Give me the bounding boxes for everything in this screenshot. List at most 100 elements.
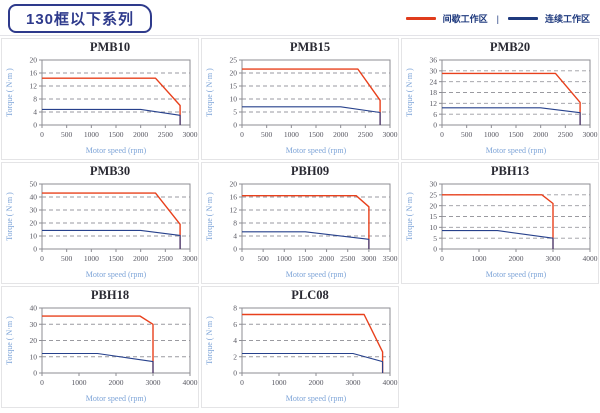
svg-text:30: 30 — [30, 320, 38, 329]
svg-text:40: 40 — [30, 193, 38, 202]
svg-text:Motor speed (rpm): Motor speed (rpm) — [286, 146, 347, 155]
svg-text:0: 0 — [233, 245, 237, 254]
svg-text:20: 20 — [30, 56, 38, 65]
svg-text:4: 4 — [233, 336, 237, 345]
svg-text:2: 2 — [233, 352, 237, 361]
chart-cell-pmb30: PMB30 0 10 20 30 40 50 0 500 1000 1500 2000 2500 300… — [1, 162, 199, 284]
svg-text:2000: 2000 — [509, 254, 524, 263]
svg-text:10: 10 — [430, 223, 438, 232]
svg-text:5: 5 — [433, 234, 437, 243]
svg-text:3000: 3000 — [183, 130, 198, 139]
svg-text:4: 4 — [233, 232, 237, 241]
svg-text:18: 18 — [430, 88, 438, 97]
svg-text:15: 15 — [230, 82, 238, 91]
svg-text:500: 500 — [258, 254, 270, 263]
svg-text:0: 0 — [233, 121, 237, 130]
svg-text:6: 6 — [233, 320, 237, 329]
legend-separator: | — [496, 13, 499, 24]
svg-text:0: 0 — [33, 369, 37, 378]
svg-text:Torque ( N·m ): Torque ( N·m ) — [205, 192, 214, 241]
svg-text:3000: 3000 — [383, 130, 398, 139]
torque-speed-chart-plc08: 0 2 4 6 8 0 1000 2000 3000 4000 Motor speed (rpm) T… — [202, 303, 398, 405]
svg-text:30: 30 — [430, 180, 438, 189]
svg-text:Torque ( N·m ): Torque ( N·m ) — [5, 316, 14, 365]
page-header: 130框以下系列 间歇工作区 | 连续工作区 — [0, 0, 600, 36]
svg-text:1000: 1000 — [84, 130, 99, 139]
legend: 间歇工作区 | 连续工作区 — [405, 12, 590, 25]
chart-cell-pbh09: PBH09 0 4 8 12 16 20 0 500 1000 1500 2000 2500 3000 3… — [201, 162, 399, 284]
svg-text:500: 500 — [461, 130, 473, 139]
svg-text:0: 0 — [433, 121, 437, 130]
svg-text:20: 20 — [230, 69, 238, 78]
torque-speed-chart-pmb10: 0 4 8 12 16 20 0 500 1000 1500 2000 2500 3000 Motor s… — [2, 55, 198, 157]
svg-text:3000: 3000 — [146, 378, 161, 387]
svg-text:0: 0 — [233, 369, 237, 378]
svg-text:6: 6 — [433, 110, 437, 119]
torque-speed-chart-pbh09: 0 4 8 12 16 20 0 500 1000 1500 2000 2500 3000 3500 Mot… — [202, 179, 398, 281]
svg-text:Torque ( N·m ): Torque ( N·m ) — [5, 192, 14, 241]
svg-text:4000: 4000 — [183, 378, 198, 387]
chart-cell-pbh13: PBH13 0 5 10 15 20 25 30 0 1000 2000 3000 4000 Motor… — [401, 162, 599, 284]
chart-title: PMB15 — [289, 40, 331, 54]
svg-text:0: 0 — [33, 121, 37, 130]
legend-swatch-intermittent — [405, 17, 436, 20]
svg-text:0: 0 — [33, 245, 37, 254]
svg-text:50: 50 — [30, 180, 38, 189]
svg-text:24: 24 — [430, 77, 438, 86]
svg-text:Motor speed (rpm): Motor speed (rpm) — [486, 146, 547, 155]
legend-swatch-continuous — [507, 17, 538, 20]
svg-text:0: 0 — [240, 378, 244, 387]
svg-text:15: 15 — [430, 212, 438, 221]
svg-text:16: 16 — [30, 69, 38, 78]
svg-text:10: 10 — [30, 352, 38, 361]
svg-text:1000: 1000 — [484, 130, 499, 139]
svg-text:500: 500 — [61, 254, 73, 263]
svg-text:2000: 2000 — [533, 130, 548, 139]
svg-text:2000: 2000 — [309, 378, 324, 387]
svg-text:2500: 2500 — [158, 130, 173, 139]
svg-text:5: 5 — [233, 108, 237, 117]
svg-text:Torque ( N·m ): Torque ( N·m ) — [205, 68, 214, 117]
svg-text:1500: 1500 — [309, 130, 324, 139]
svg-text:20: 20 — [30, 219, 38, 228]
svg-text:Motor speed (rpm): Motor speed (rpm) — [486, 270, 547, 279]
svg-text:2500: 2500 — [158, 254, 173, 263]
chart-title: PMB10 — [89, 40, 131, 54]
svg-text:0: 0 — [240, 254, 244, 263]
svg-text:20: 20 — [230, 180, 238, 189]
svg-text:Torque ( N·m ): Torque ( N·m ) — [405, 192, 414, 241]
svg-text:3000: 3000 — [346, 378, 361, 387]
svg-text:10: 10 — [230, 95, 238, 104]
svg-text:1000: 1000 — [472, 254, 487, 263]
svg-text:500: 500 — [261, 130, 273, 139]
svg-text:0: 0 — [433, 245, 437, 254]
torque-speed-chart-pbh18: 0 10 20 30 40 0 1000 2000 3000 4000 Motor speed (r… — [2, 303, 198, 405]
svg-text:500: 500 — [61, 130, 73, 139]
svg-text:4: 4 — [33, 108, 37, 117]
chart-title: PBH18 — [90, 288, 130, 302]
legend-label-intermittent: 间歇工作区 — [442, 14, 488, 24]
svg-text:12: 12 — [430, 99, 438, 108]
svg-text:1500: 1500 — [298, 254, 313, 263]
chart-title: PBH13 — [490, 164, 530, 178]
torque-speed-chart-pmb20: 0 6 12 18 24 30 36 0 500 1000 1500 2000 2500 3000 Moto… — [402, 55, 598, 157]
svg-text:8: 8 — [233, 304, 237, 313]
svg-text:0: 0 — [440, 130, 444, 139]
svg-text:2000: 2000 — [319, 254, 334, 263]
svg-text:0: 0 — [40, 254, 44, 263]
chart-cell-pmb10: PMB10 0 4 8 12 16 20 0 500 1000 1500 2000 2500 3000 M… — [1, 38, 199, 160]
chart-title: PMB30 — [89, 164, 131, 178]
svg-text:30: 30 — [30, 206, 38, 215]
svg-text:Motor speed (rpm): Motor speed (rpm) — [286, 394, 347, 403]
torque-speed-chart-pbh13: 0 5 10 15 20 25 30 0 1000 2000 3000 4000 Motor speed… — [402, 179, 598, 281]
svg-text:1000: 1000 — [84, 254, 99, 263]
svg-text:Torque ( N·m ): Torque ( N·m ) — [205, 316, 214, 365]
svg-text:10: 10 — [30, 232, 38, 241]
svg-text:1000: 1000 — [277, 254, 292, 263]
svg-text:3000: 3000 — [361, 254, 376, 263]
svg-text:2500: 2500 — [340, 254, 355, 263]
svg-text:Torque ( N·m ): Torque ( N·m ) — [5, 68, 14, 117]
svg-text:25: 25 — [430, 190, 438, 199]
svg-text:4000: 4000 — [583, 254, 598, 263]
svg-text:20: 20 — [430, 201, 438, 210]
